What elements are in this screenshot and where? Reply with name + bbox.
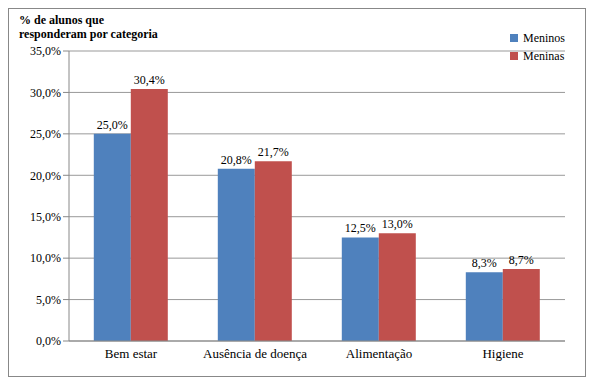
svg-text:25,0%: 25,0%	[97, 118, 128, 132]
svg-text:Higiene: Higiene	[482, 346, 523, 361]
svg-text:30,4%: 30,4%	[134, 73, 165, 87]
svg-text:25,0%: 25,0%	[30, 127, 61, 141]
svg-text:Alimentação: Alimentação	[346, 346, 412, 361]
svg-text:20,0%: 20,0%	[30, 169, 61, 183]
svg-text:10,0%: 10,0%	[30, 251, 61, 265]
svg-text:Ausência de doença: Ausência de doença	[203, 346, 307, 361]
svg-text:21,7%: 21,7%	[258, 145, 289, 159]
svg-text:30,0%: 30,0%	[30, 86, 61, 100]
svg-text:15,0%: 15,0%	[30, 210, 61, 224]
svg-text:12,5%: 12,5%	[345, 221, 376, 235]
svg-text:20,8%: 20,8%	[221, 153, 252, 167]
svg-text:8,7%: 8,7%	[509, 253, 534, 267]
html-text:Meninos: Meninos	[523, 31, 565, 45]
html-text:% de alunos que responderam po: % de alunos que responderam por categori…	[19, 13, 158, 41]
svg-text:8,3%: 8,3%	[472, 256, 497, 270]
svg-text:13,0%: 13,0%	[382, 217, 413, 231]
svg-text:0,0%: 0,0%	[36, 334, 61, 348]
svg-text:Bem estar: Bem estar	[105, 346, 158, 361]
html-text:Meninas: Meninas	[523, 49, 565, 63]
svg-text:5,0%: 5,0%	[36, 293, 61, 307]
svg-text:35,0%: 35,0%	[30, 44, 61, 58]
